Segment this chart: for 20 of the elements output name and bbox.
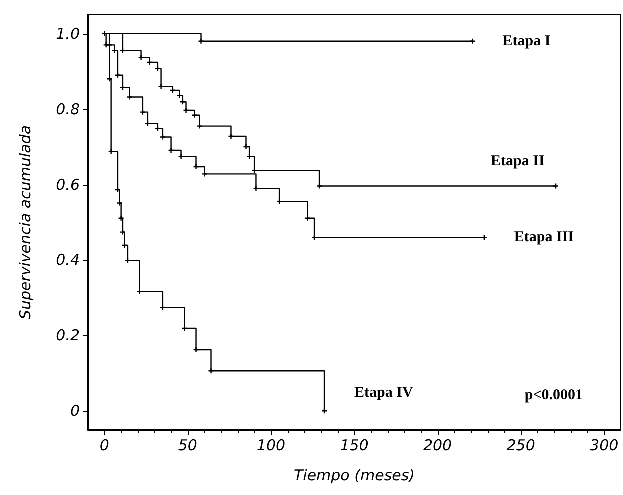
annotation: p<0.0001 <box>524 388 583 404</box>
x-tick-label: 50 <box>178 436 198 454</box>
series-label: Etapa II <box>491 153 545 170</box>
series-label: Etapa I <box>502 33 551 50</box>
x-tick-label: 300 <box>590 436 619 454</box>
y-tick-label: 0.6 <box>56 176 80 194</box>
y-tick-label: 0.2 <box>56 326 80 345</box>
y-tick-label: 0 <box>70 402 80 420</box>
x-axis-title: Tiempo (meses) <box>294 466 416 484</box>
y-axis-title: Supervivencia acumulada <box>16 125 34 320</box>
series-label: Etapa IV <box>354 385 414 402</box>
x-tick-label: 200 <box>423 436 452 454</box>
x-tick-label: 250 <box>506 436 536 454</box>
x-tick-label: 100 <box>256 436 286 454</box>
series-label: Etapa III <box>514 230 574 246</box>
x-tick-label: 150 <box>340 436 369 454</box>
x-tick-label: 0 <box>100 436 110 454</box>
y-tick-label: 1.0 <box>56 24 80 43</box>
y-tick-label: 0.8 <box>56 100 80 118</box>
y-tick-label: 0.4 <box>56 251 80 270</box>
